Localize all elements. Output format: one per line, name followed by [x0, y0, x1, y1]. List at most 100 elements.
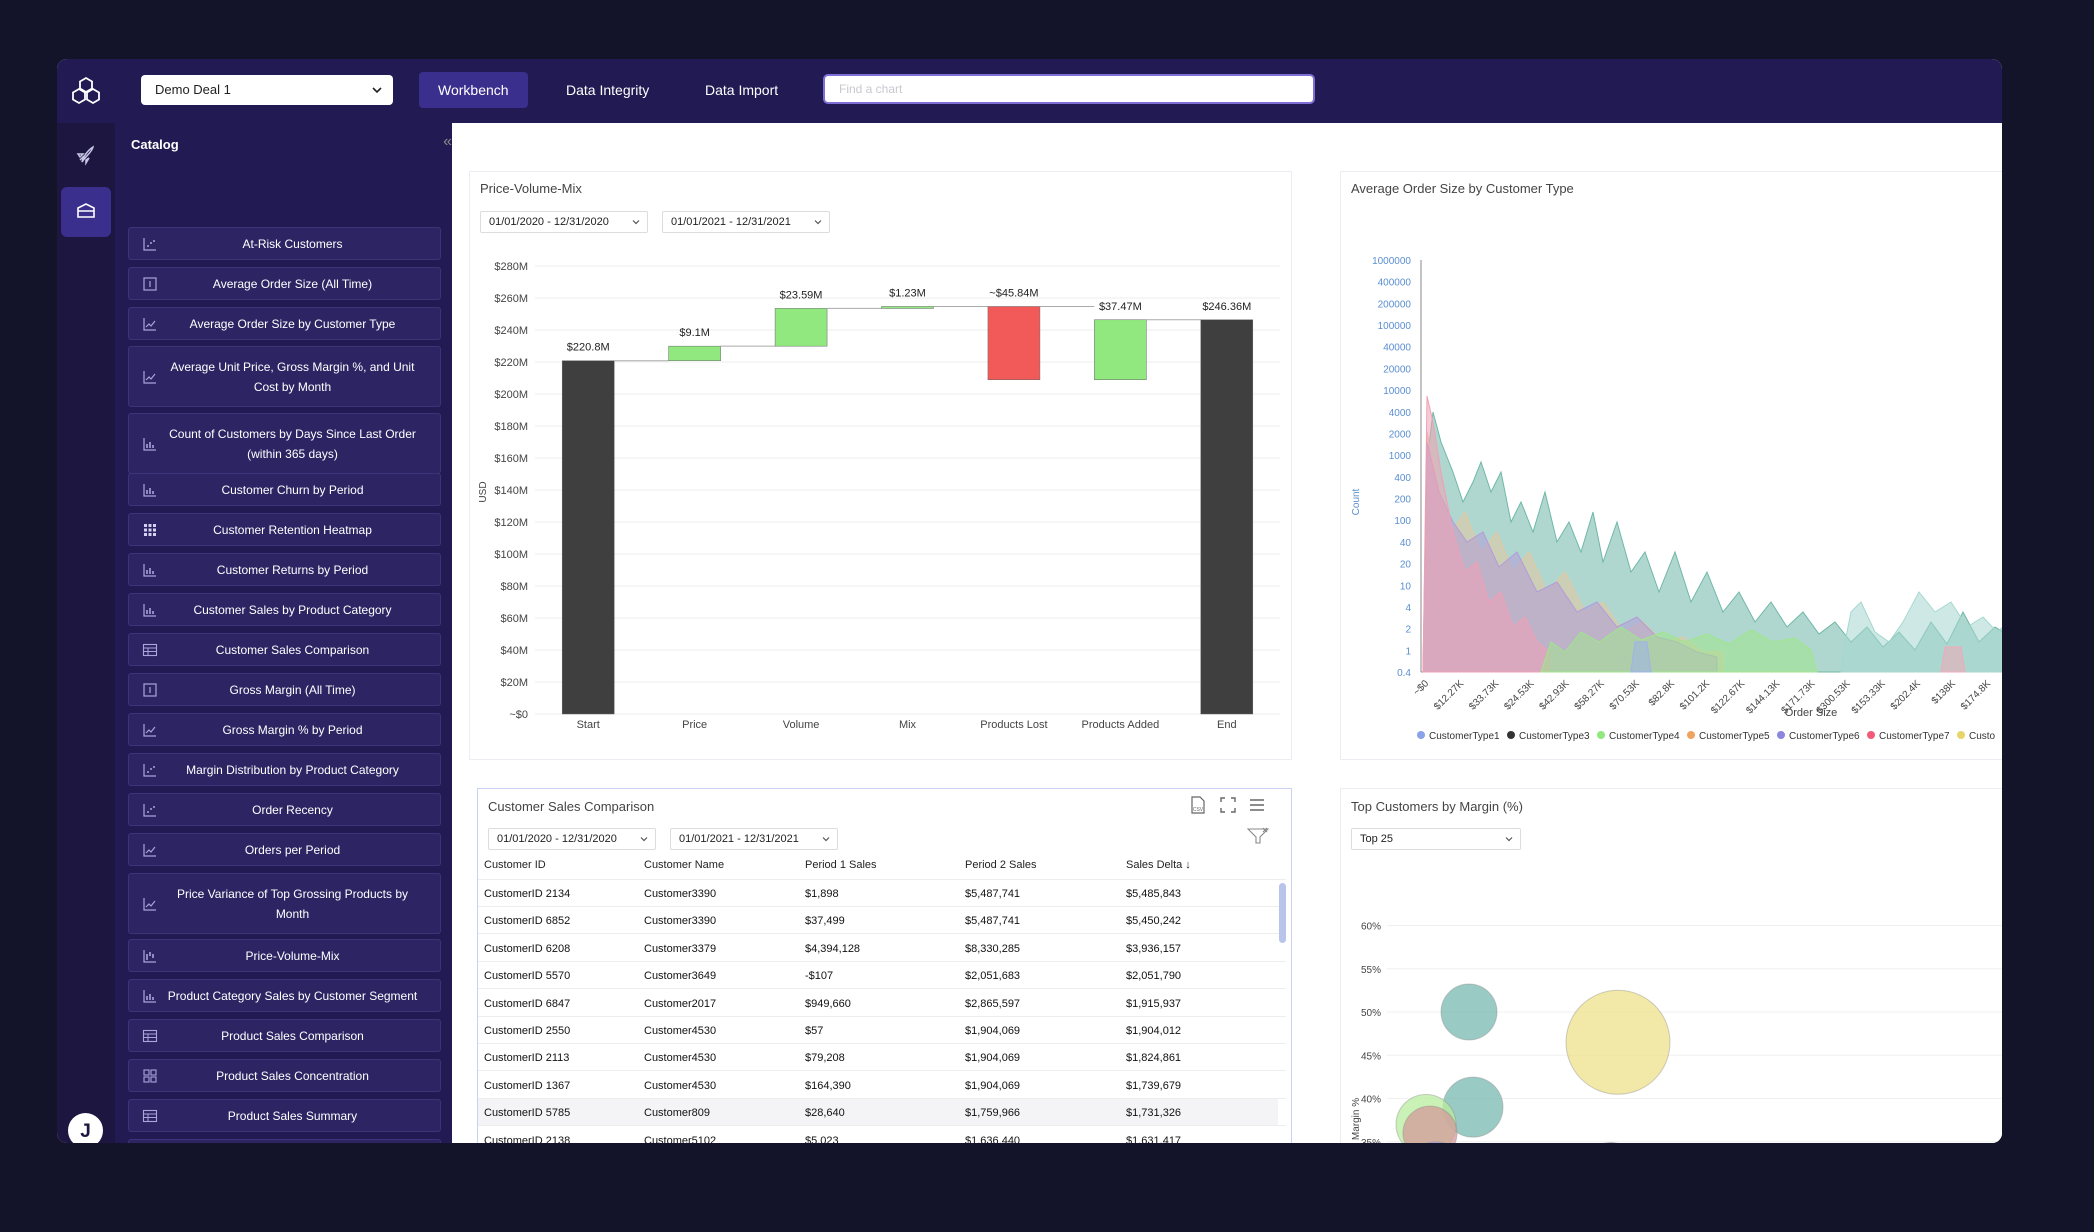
waterfall-bar[interactable] [881, 306, 934, 309]
tcm-top-select[interactable]: Top 25 [1351, 828, 1521, 850]
csc-period1-select[interactable]: 01/01/2020 - 12/31/2020 [488, 828, 656, 850]
table-row[interactable]: CustomerID 5570 Customer3649 -$107 $2,051,6… [478, 962, 1286, 990]
table-cell: $5,450,242 [1126, 915, 1182, 928]
y-tick-label: 400 [1394, 473, 1411, 484]
user-avatar[interactable]: J [68, 1113, 103, 1143]
table-row[interactable]: CustomerID 2550 Customer4530 $57 $1,904,069… [478, 1017, 1286, 1044]
waterfall-bar[interactable] [1094, 319, 1147, 381]
area-series[interactable] [1422, 395, 1550, 673]
collapse-catalog-button[interactable]: « [443, 133, 452, 150]
catalog-item[interactable]: Gross Margin (All Time) [128, 673, 441, 706]
y-tick-label: 2000 [1389, 429, 1412, 440]
table-row[interactable]: CustomerID 1367 Customer4530 $164,390 $1,90… [478, 1072, 1286, 1099]
catalog-item[interactable]: Orders per Period [128, 833, 441, 866]
header-divider [478, 879, 1286, 880]
table-row[interactable]: CustomerID 2134 Customer3390 $1,898 $5,487,… [478, 880, 1286, 907]
bubble[interactable] [1410, 1141, 1462, 1143]
catalog-item[interactable]: Product Sales Comparison [128, 1019, 441, 1052]
filter-icon[interactable] [1247, 827, 1269, 845]
nav-data-integrity[interactable]: Data Integrity [566, 82, 650, 98]
table-cell: $5,487,741 [965, 915, 1021, 928]
catalog-item[interactable]: Price Variance of Top Grossing Products … [128, 873, 441, 934]
catalog-item[interactable]: Customer Retention Heatmap [128, 513, 441, 546]
rail-launch-button[interactable] [61, 129, 111, 179]
table-cell: $1,898 [805, 888, 839, 900]
rail-catalog-button[interactable] [61, 187, 111, 237]
waterfall-bar[interactable] [987, 306, 1041, 381]
waterfall-bar[interactable] [561, 360, 615, 715]
catalog-item[interactable]: Average Order Size by Customer Type [128, 307, 441, 340]
pvm-period1-select[interactable]: 01/01/2020 - 12/31/2020 [480, 211, 648, 233]
table-cell: $57 [805, 1025, 824, 1037]
csc-period2-value: 01/01/2021 - 12/31/2021 [679, 833, 799, 845]
catalog-item[interactable]: Product Sales Summary [128, 1099, 441, 1132]
app-logo-icon[interactable] [69, 76, 103, 110]
table-row[interactable]: CustomerID 2138 Customer5102 $5,023 $1,636,… [478, 1127, 1278, 1143]
column-header[interactable]: Period 1 Sales [805, 859, 877, 871]
area-series[interactable] [1540, 626, 1818, 673]
column-header[interactable]: Customer Name [644, 859, 725, 871]
csc-period2-select[interactable]: 01/01/2021 - 12/31/2021 [670, 828, 838, 850]
catalog-item[interactable]: Margin Distribution by Product Category [128, 753, 441, 786]
table-cell: CustomerID 1367 [484, 1079, 571, 1092]
nav-data-import[interactable]: Data Import [705, 82, 779, 98]
catalog-item[interactable]: Count of Customers by Days Since Last Or… [128, 413, 441, 474]
legend-item: CustomerType4 [1609, 731, 1680, 742]
catalog-item[interactable]: Average Unit Price, Gross Margin %, and … [128, 346, 441, 407]
csc-table-scrollbar[interactable] [1279, 883, 1286, 943]
table-row[interactable]: CustomerID 5785 Customer809 $28,640 $1,759,… [478, 1099, 1286, 1127]
waterfall-bar[interactable] [774, 308, 828, 347]
fullscreen-icon[interactable] [1219, 796, 1237, 814]
catalog-item[interactable]: Average Order Size (All Time) [128, 267, 441, 300]
menu-icon[interactable] [1248, 796, 1266, 814]
column-header[interactable]: Sales Delta ↓ [1126, 859, 1191, 871]
row-divider [478, 906, 1286, 907]
catalog-item[interactable]: Customer Returns by Period [128, 553, 441, 586]
csv-download-icon[interactable]: CSV [1188, 795, 1208, 817]
table-cell: $5,485,843 [1126, 888, 1182, 900]
bubble[interactable] [1440, 983, 1498, 1041]
table-row[interactable]: CustomerID 6208 Customer3379 $4,394,128 $8,… [478, 935, 1286, 962]
table-cell: $1,904,069 [965, 1052, 1021, 1065]
csv-label: CSV [1193, 807, 1204, 813]
catalog-item[interactable]: Price-Volume-Mix [128, 939, 441, 972]
table-row[interactable]: CustomerID 6847 Customer2017 $949,660 $2,86… [478, 990, 1286, 1017]
area-series[interactable] [1630, 641, 1652, 673]
table-cell: $3,936,157 [1126, 942, 1182, 955]
catalog-item[interactable]: Product Sales Concentration [128, 1059, 441, 1092]
catalog-item[interactable]: Sales All Time [128, 1139, 441, 1143]
catalog-item[interactable]: Order Recency [128, 793, 441, 826]
bubble[interactable] [1565, 989, 1671, 1095]
table-row[interactable]: CustomerID 2113 Customer4530 $79,208 $1,904… [478, 1044, 1286, 1072]
y-tick-label: 60% [1361, 922, 1381, 933]
row-divider [478, 933, 1286, 935]
table-cell: Customer2017 [644, 997, 717, 1010]
catalog-item[interactable]: Gross Margin % by Period [128, 713, 441, 746]
scatter-chart-icon [143, 803, 156, 817]
legend-marker [1597, 731, 1605, 739]
y-tick-label: $40M [500, 645, 528, 657]
table-cell: Customer3649 [644, 970, 717, 983]
catalog-item[interactable]: Customer Sales Comparison [128, 633, 441, 666]
area-series[interactable] [1940, 646, 1966, 673]
chart-search-input[interactable] [823, 74, 1315, 104]
bubble[interactable] [1402, 1105, 1458, 1143]
column-header[interactable]: Period 2 Sales [965, 859, 1037, 871]
column-header[interactable]: Customer ID [484, 859, 546, 871]
catalog-item[interactable]: Product Category Sales by Customer Segme… [128, 979, 441, 1012]
area-series[interactable] [1840, 591, 2002, 673]
catalog-item[interactable]: At-Risk Customers [128, 227, 441, 260]
table-row[interactable]: CustomerID 6852 Customer3390 $37,499 $5,487… [478, 907, 1286, 935]
waterfall-bar[interactable] [668, 345, 721, 361]
table-cell: Customer809 [644, 1107, 711, 1120]
y-tick-label: 4000 [1389, 408, 1412, 419]
catalog-item[interactable]: Customer Churn by Period [128, 473, 441, 506]
pvm-period2-select[interactable]: 01/01/2021 - 12/31/2021 [662, 211, 830, 233]
waterfall-bar[interactable] [1200, 319, 1254, 715]
catalog-item[interactable]: Customer Sales by Product Category [128, 593, 441, 626]
line-chart-icon [143, 843, 156, 857]
table-cell: $1,904,069 [965, 1079, 1021, 1092]
nav-workbench[interactable]: Workbench [419, 72, 528, 108]
x-tick-label: $70.53K [1608, 678, 1642, 712]
deal-select[interactable]: Demo Deal 1 [141, 75, 393, 105]
